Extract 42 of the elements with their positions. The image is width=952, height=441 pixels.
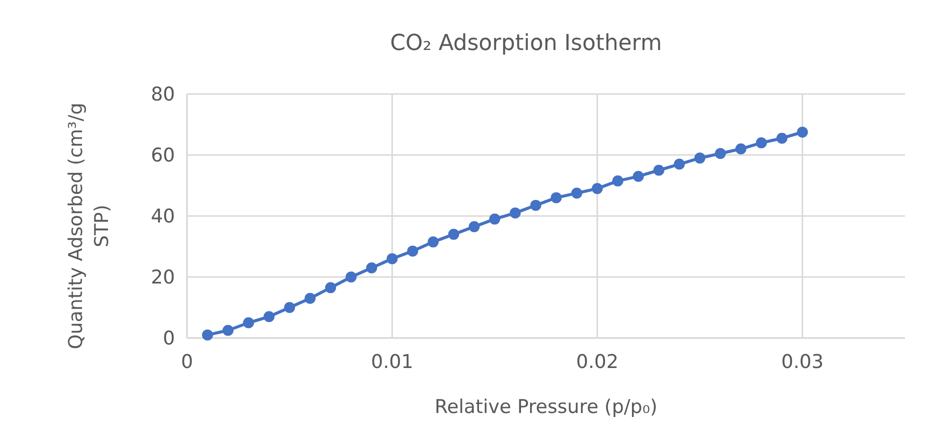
point — [550, 192, 562, 204]
point — [776, 132, 788, 144]
x-tick-label: 0.03 — [781, 351, 824, 373]
point — [386, 253, 398, 264]
point — [284, 302, 296, 313]
point — [756, 137, 767, 148]
point — [448, 228, 460, 240]
chart-title: CO₂ Adsorption Isotherm — [390, 31, 662, 56]
point — [243, 317, 254, 328]
point — [796, 126, 808, 138]
point — [366, 262, 378, 274]
x-tick-label: 0.01 — [370, 351, 414, 373]
x-tick-label: 0.02 — [576, 351, 618, 373]
point — [632, 170, 644, 182]
point — [735, 143, 746, 154]
point — [264, 311, 275, 322]
y-tick-label: 40 — [150, 206, 175, 228]
point — [571, 188, 582, 199]
point — [694, 152, 706, 164]
point — [510, 207, 521, 218]
y-tick-label: 60 — [150, 144, 175, 167]
y-axis-title: Quantity Adsorbed (cm³/g STP) — [65, 102, 113, 350]
point — [530, 200, 542, 211]
point — [468, 221, 480, 232]
y-tick-label: 0 — [162, 328, 175, 350]
y-tick-label: 20 — [150, 266, 175, 289]
point — [428, 236, 439, 248]
point — [325, 282, 336, 294]
point — [674, 158, 685, 170]
point — [653, 164, 664, 176]
x-axis-title: Relative Pressure (p/p₀) — [434, 396, 658, 418]
point — [304, 292, 316, 304]
point — [714, 148, 726, 159]
point — [592, 183, 603, 194]
x-tick-label: 0 — [180, 351, 194, 373]
y-tick-label: 80 — [150, 84, 175, 106]
point — [222, 324, 234, 336]
point — [346, 272, 357, 282]
point — [202, 329, 214, 340]
point — [407, 246, 418, 257]
point — [612, 175, 624, 186]
point — [489, 214, 500, 225]
